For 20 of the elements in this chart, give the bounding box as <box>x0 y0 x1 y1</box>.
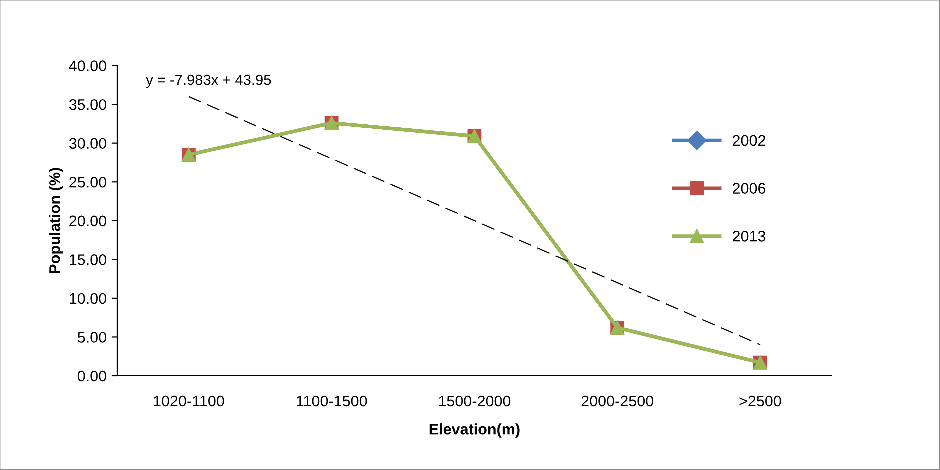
annotation: y = -7.983x + 43.95 <box>146 74 272 88</box>
y-tick-label: 30.00 <box>69 138 106 150</box>
x-tick-label: 2000-2500 <box>582 396 654 407</box>
x-tick-label: 1500-2000 <box>439 396 511 407</box>
legend-label: 2006 <box>733 183 766 194</box>
x-tick-label: 1100-1500 <box>297 396 368 407</box>
legend-label: 2013 <box>733 231 766 242</box>
y-tick-label: 20.00 <box>70 216 106 227</box>
y-tick-label: 0.00 <box>78 370 106 382</box>
y-tick-label: 25.00 <box>70 176 106 188</box>
legend-label: 2002 <box>733 135 766 146</box>
y-tick-label: 40.00 <box>69 60 106 72</box>
x-tick-label: >2500 <box>740 396 782 407</box>
x-axis-title: Elevation(m) <box>430 424 520 438</box>
y-axis-title: Population (%) <box>49 168 64 274</box>
y-tick-label: 5.00 <box>78 332 106 343</box>
x-tick-label: 1020-1100 <box>154 396 224 407</box>
y-tick-label: 10.00 <box>70 293 106 304</box>
y-tick-label: 35.00 <box>69 99 106 110</box>
y-tick-label: 15.00 <box>70 254 106 266</box>
